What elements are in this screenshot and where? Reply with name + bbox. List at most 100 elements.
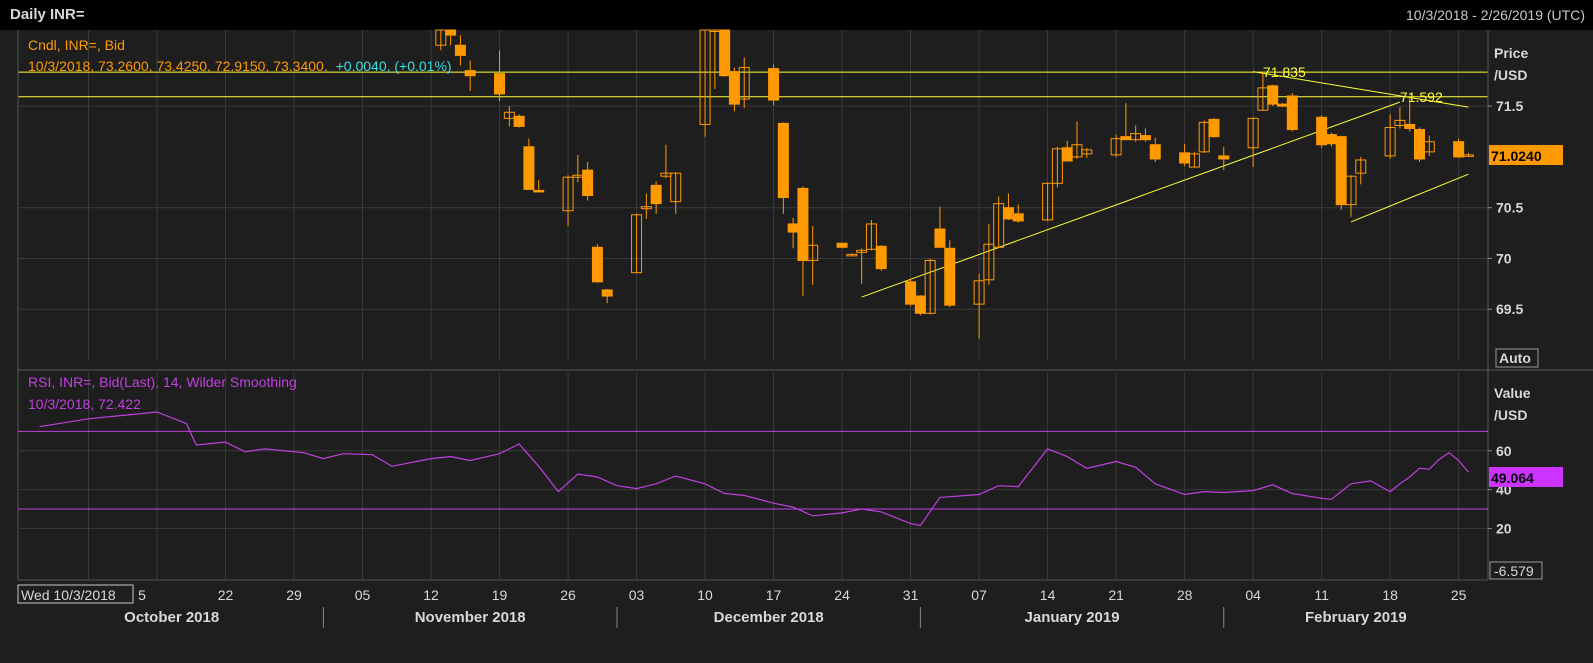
candle[interactable] (454, 35, 466, 66)
candle[interactable] (1316, 115, 1328, 148)
candle[interactable] (435, 29, 447, 51)
candle-body-up (1247, 117, 1259, 149)
rsi-line[interactable] (39, 411, 1469, 527)
x-tick-label: 21 (1108, 587, 1124, 603)
auto-scale-button[interactable]: Auto (1495, 348, 1539, 368)
candle[interactable] (1335, 135, 1347, 210)
candle-body-up (435, 29, 447, 46)
candle[interactable] (1012, 204, 1024, 223)
candle[interactable] (533, 180, 545, 193)
candle[interactable] (494, 50, 506, 102)
cursor-date-box[interactable]: Wed 10/3/2018 (17, 584, 134, 604)
x-tick-label: 04 (1245, 587, 1261, 603)
candle[interactable] (1384, 114, 1396, 159)
candle[interactable] (983, 223, 995, 285)
candle[interactable] (1404, 97, 1416, 132)
price-plot-area[interactable] (18, 30, 1488, 360)
candle[interactable] (523, 138, 535, 190)
candle-body-down (728, 71, 740, 105)
trendline[interactable] (1350, 173, 1469, 223)
candle-body-down (533, 189, 545, 193)
cursor-date: Wed 10/3/2018 (21, 587, 116, 603)
x-tick-label: 31 (903, 587, 919, 603)
candle[interactable] (865, 219, 877, 251)
candle[interactable] (797, 186, 809, 297)
candle[interactable] (513, 114, 525, 128)
price-tick-label: 70.5 (1496, 200, 1523, 216)
candle[interactable] (993, 196, 1005, 249)
candle[interactable] (631, 213, 643, 274)
candle[interactable] (1355, 156, 1367, 185)
candle[interactable] (1413, 127, 1425, 162)
candle-body-down (445, 29, 457, 36)
candle[interactable] (1198, 120, 1210, 153)
candle-body-down (601, 289, 613, 297)
candle[interactable] (777, 122, 789, 214)
candle[interactable] (699, 29, 711, 137)
candle-body-down (1335, 136, 1347, 206)
auto-scale-label: Auto (1499, 350, 1531, 366)
x-tick-label: 28 (1177, 587, 1193, 603)
candle[interactable] (768, 64, 780, 106)
candle[interactable] (1267, 84, 1279, 107)
candle-body-down (1404, 123, 1416, 129)
x-axis: 5 22 29 05 12 19 26 03 10 17 24 31 07 14 21 28 04 11 18 25 (138, 587, 1467, 603)
candle[interactable] (601, 288, 613, 304)
candle[interactable] (973, 273, 985, 339)
candle[interactable] (1453, 138, 1465, 158)
candle[interactable] (1247, 117, 1259, 168)
candle[interactable] (1423, 135, 1435, 156)
trendline[interactable] (1253, 71, 1469, 108)
candle-body-up (562, 176, 574, 212)
candle-body-down (1120, 136, 1132, 141)
candle[interactable] (856, 248, 868, 284)
candle[interactable] (591, 244, 603, 283)
candle-body-up (1394, 119, 1406, 126)
candle[interactable] (1276, 103, 1288, 108)
candle[interactable] (1345, 175, 1357, 217)
candle[interactable] (1462, 152, 1474, 157)
x-tick-label: 5 (138, 587, 146, 603)
candles[interactable] (435, 29, 1474, 339)
month-label: October 2018 (124, 609, 219, 626)
candle[interactable] (1286, 92, 1298, 132)
candle[interactable] (944, 240, 956, 308)
candle[interactable] (1208, 118, 1220, 138)
candle[interactable] (738, 57, 750, 109)
candle-body-down (1276, 103, 1288, 107)
candle[interactable] (650, 181, 662, 214)
candle[interactable] (1002, 193, 1014, 220)
candle[interactable] (836, 242, 848, 249)
candle[interactable] (914, 295, 926, 316)
candle[interactable] (807, 225, 819, 285)
candle[interactable] (1042, 182, 1054, 221)
candle[interactable] (562, 175, 574, 226)
candle[interactable] (905, 278, 917, 307)
candle[interactable] (1051, 146, 1063, 188)
candle[interactable] (1139, 128, 1151, 142)
candle[interactable] (670, 172, 682, 214)
candle[interactable] (719, 29, 731, 77)
candle[interactable] (846, 253, 858, 257)
candle-body-down (914, 295, 926, 314)
candle[interactable] (1188, 151, 1200, 168)
candle[interactable] (640, 193, 652, 219)
price-last-value-badge: 71.0240 (1489, 145, 1563, 165)
candle[interactable] (934, 206, 946, 248)
candle[interactable] (1110, 134, 1122, 157)
candle-body-up (865, 223, 877, 250)
candle[interactable] (1149, 137, 1161, 162)
x-tick-label: 29 (286, 587, 302, 603)
candle[interactable] (445, 29, 457, 46)
candle[interactable] (875, 245, 887, 271)
candle[interactable] (582, 162, 594, 201)
candle[interactable] (1218, 146, 1230, 171)
candle[interactable] (1081, 147, 1093, 158)
candle[interactable] (503, 106, 515, 127)
candle[interactable] (464, 60, 476, 91)
candle[interactable] (1394, 107, 1406, 129)
candle[interactable] (924, 258, 936, 315)
